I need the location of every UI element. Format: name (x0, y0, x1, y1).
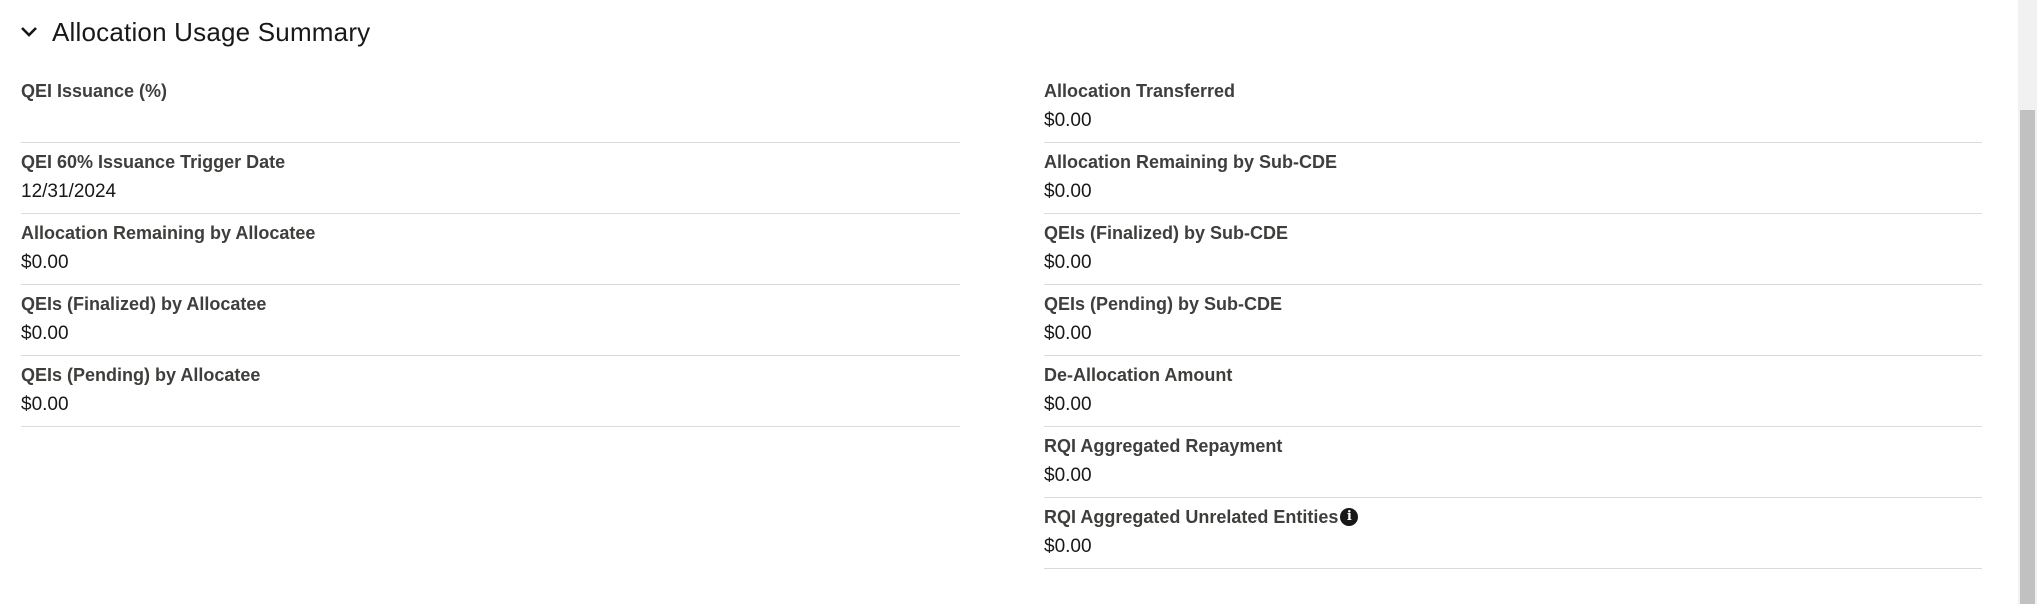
field-label-text: RQI Aggregated Repayment (1044, 435, 1283, 456)
field-label: Allocation Remaining by Sub-CDE (1044, 149, 1982, 175)
field-value: $0.00 (1044, 465, 1092, 486)
field-label-text: QEIs (Finalized) by Sub-CDE (1044, 222, 1289, 243)
field: De-Allocation Amount $0.00 (1044, 356, 1982, 427)
field-label-text: QEIs (Finalized) by Allocatee (21, 293, 267, 314)
field-value: $0.00 (1044, 252, 1092, 273)
field: Allocation Remaining by Allocatee $0.00 (21, 214, 960, 285)
field: QEI Issuance (%) (21, 72, 960, 143)
field-label: QEIs (Finalized) by Allocatee (21, 291, 960, 317)
field-value: $0.00 (1044, 110, 1092, 131)
field-value: $0.00 (1044, 394, 1092, 415)
field-value (21, 110, 960, 134)
field-label-text: De-Allocation Amount (1044, 364, 1233, 385)
field-label-text: QEI 60% Issuance Trigger Date (21, 151, 286, 172)
field-label: QEIs (Pending) by Allocatee (21, 362, 960, 388)
field-value: $0.00 (21, 252, 69, 273)
left-column: QEI Issuance (%) QEI 60% Issuance Trigger… (21, 72, 960, 427)
field-value: 12/31/2024 (21, 181, 117, 202)
field-label: RQI Aggregated Repayment (1044, 433, 1982, 459)
field-value: $0.00 (21, 394, 69, 415)
chevron-down-icon (21, 27, 37, 37)
field: QEI 60% Issuance Trigger Date 12/31/2024 (21, 143, 960, 214)
field-label-text: QEI Issuance (%) (21, 80, 168, 101)
info-icon[interactable]: i (1340, 508, 1359, 526)
right-column: Allocation Transferred $0.00 Allocation Re… (1044, 72, 1982, 569)
field-label: De-Allocation Amount (1044, 362, 1982, 388)
field-label: QEI 60% Issuance Trigger Date (21, 149, 960, 175)
section-header-allocation-usage-summary[interactable]: Allocation Usage Summary (18, 12, 370, 52)
field: QEIs (Finalized) by Sub-CDE $0.00 (1044, 214, 1982, 285)
scrollbar[interactable] (2018, 0, 2037, 604)
field-value: $0.00 (21, 323, 69, 344)
field-label: QEIs (Pending) by Sub-CDE (1044, 291, 1982, 317)
field-value: $0.00 (1044, 181, 1092, 202)
section-title: Allocation Usage Summary (52, 16, 371, 47)
field-label-text: RQI Aggregated Unrelated Entities (1044, 506, 1339, 527)
field-label-text: Allocation Remaining by Allocatee (21, 222, 316, 243)
field-label-text: QEIs (Pending) by Allocatee (21, 364, 261, 385)
field-label-text: QEIs (Pending) by Sub-CDE (1044, 293, 1283, 314)
field: QEIs (Finalized) by Allocatee $0.00 (21, 285, 960, 356)
field: QEIs (Pending) by Allocatee $0.00 (21, 356, 960, 427)
scrollbar-thumb[interactable] (2020, 110, 2035, 604)
field-label: Allocation Transferred (1044, 78, 1982, 104)
field: RQI Aggregated Repayment $0.00 (1044, 427, 1982, 498)
field-value: $0.00 (1044, 323, 1092, 344)
field: Allocation Remaining by Sub-CDE $0.00 (1044, 143, 1982, 214)
field-label: QEI Issuance (%) (21, 78, 960, 104)
field: QEIs (Pending) by Sub-CDE $0.00 (1044, 285, 1982, 356)
field: RQI Aggregated Unrelated Entities i $0.00 (1044, 498, 1982, 569)
field-label-text: Allocation Remaining by Sub-CDE (1044, 151, 1338, 172)
field-label: QEIs (Finalized) by Sub-CDE (1044, 220, 1982, 246)
field-label: Allocation Remaining by Allocatee (21, 220, 960, 246)
field-label: RQI Aggregated Unrelated Entities i (1044, 504, 1982, 530)
field: Allocation Transferred $0.00 (1044, 72, 1982, 143)
field-value: $0.00 (1044, 536, 1092, 557)
field-label-text: Allocation Transferred (1044, 80, 1236, 101)
